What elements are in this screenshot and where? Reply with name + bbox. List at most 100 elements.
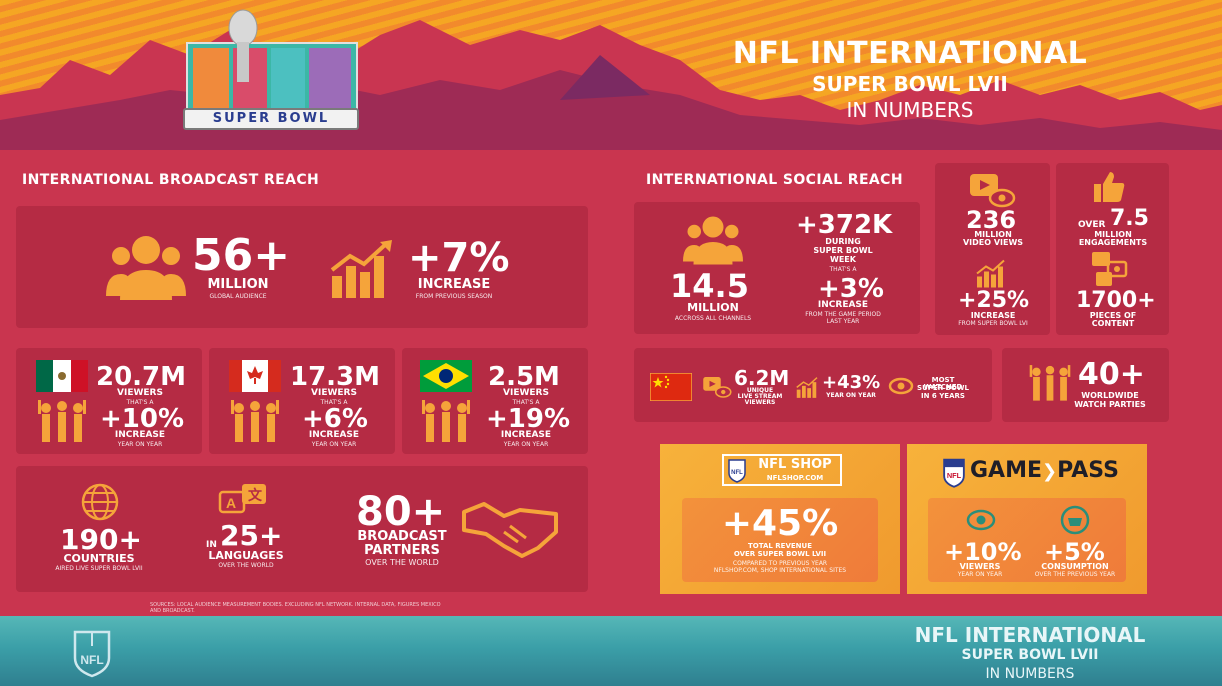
game-pass-viewers-sub: YEAR ON YEAR bbox=[957, 571, 1003, 578]
nfl-shop-brand: NFL SHOP bbox=[758, 457, 832, 472]
nfl-shop-stat-box bbox=[682, 498, 878, 582]
video-change-sub: FROM SUPER BOWL LVI bbox=[958, 320, 1028, 327]
game-pass-viewers-label: VIEWERS bbox=[959, 562, 1001, 571]
partners-label-2: PARTNERS bbox=[364, 543, 440, 558]
eye-icon bbox=[966, 509, 996, 531]
social-section-title: INTERNATIONAL SOCIAL REACH bbox=[646, 172, 903, 188]
nfl-logo-text: NFL bbox=[80, 653, 103, 667]
engagements-label-2: ENGAGEMENTS bbox=[1078, 238, 1148, 247]
nfl-shop-badge bbox=[722, 454, 842, 486]
languages-prefix: IN bbox=[206, 540, 217, 550]
broadcast-section-title: INTERNATIONAL BROADCAST REACH bbox=[22, 172, 320, 188]
logo-super-bowl-text: SUPER BOWL bbox=[183, 108, 359, 130]
canada-viewers-label: VIEWERS bbox=[311, 388, 357, 398]
broadcast-increase-label: INCREASE bbox=[417, 277, 491, 292]
canada-flag-icon bbox=[229, 360, 281, 392]
countries-label: COUNTRIES bbox=[63, 552, 135, 565]
footer-tagline: IN NUMBERS bbox=[985, 666, 1075, 682]
languages-sub: OVER THE WORLD bbox=[218, 562, 274, 569]
audience-icon bbox=[106, 236, 186, 300]
nfl-logo: NFL bbox=[73, 630, 111, 678]
countries-value: 190+ bbox=[60, 523, 142, 556]
header-tagline: IN NUMBERS bbox=[846, 98, 974, 122]
game-pass-brand: GAME❯PASS bbox=[970, 458, 1119, 483]
brazil-flag-icon bbox=[420, 360, 472, 392]
broadcast-reach-panel bbox=[16, 466, 588, 592]
brazil-viewers-label: VIEWERS bbox=[503, 388, 549, 398]
handshake-icon bbox=[462, 502, 558, 558]
nfl-shop-label-2: OVER SUPER BOWL LVII bbox=[733, 550, 827, 558]
game-pass-arrow: ❯ bbox=[1042, 461, 1058, 482]
social-accounts-sub: ACCROSS ALL CHANNELS bbox=[674, 315, 752, 322]
crowd-icon bbox=[1029, 365, 1071, 401]
social-week-change-sub-1: FROM THE GAME PERIOD bbox=[805, 311, 881, 318]
content-label-2: CONTENT bbox=[1091, 319, 1135, 328]
nfl-shop-url: NFLSHOP.COM bbox=[766, 474, 824, 482]
china-flag-icon bbox=[650, 373, 692, 401]
thumbs-up-icon bbox=[1094, 172, 1125, 202]
growth-chart-icon bbox=[330, 240, 392, 298]
partners-value: 80+ bbox=[356, 489, 446, 535]
game-pass-consumption-sub: OVER THE PREVIOUS YEAR bbox=[1034, 571, 1116, 578]
people-icon bbox=[683, 216, 743, 265]
video-play-icon bbox=[970, 174, 1016, 208]
crowd-icon bbox=[231, 400, 279, 442]
engagements-label-1: MILLION bbox=[1094, 230, 1132, 239]
canada-viewers: 17.3M bbox=[290, 362, 381, 392]
audience-value: 56+ bbox=[192, 230, 291, 281]
china-yoy-value: +43% bbox=[822, 372, 881, 393]
game-pass-consumption-value: +5% bbox=[1044, 538, 1105, 566]
nfl-shop-value: +45% bbox=[721, 503, 839, 544]
live-stream-icon bbox=[703, 377, 732, 398]
china-streams-label-3: VIEWERS bbox=[744, 399, 776, 406]
growth-chart-icon bbox=[796, 377, 818, 398]
china-streams-value: 6.2M bbox=[734, 366, 790, 390]
mexico-small: THAT'S A bbox=[126, 399, 154, 406]
mexico-viewers-label: VIEWERS bbox=[117, 388, 163, 398]
social-reach-panel bbox=[634, 202, 920, 334]
svg-text:NFL: NFL bbox=[947, 471, 962, 480]
video-views-label-1: MILLION bbox=[974, 230, 1012, 239]
mexico-change-label: INCREASE bbox=[114, 430, 166, 440]
social-week-value: +372K bbox=[796, 210, 893, 240]
growth-chart-icon bbox=[976, 259, 1005, 288]
footer-title: NFL INTERNATIONAL bbox=[914, 623, 1146, 647]
game-pass-brand-2: PASS bbox=[1057, 458, 1119, 483]
social-accounts-value: 14.5 bbox=[670, 267, 749, 305]
china-watched-3: IN 6 YEARS bbox=[921, 392, 965, 400]
mexico-change: +10% bbox=[100, 404, 185, 434]
nfl-shop-label-1: TOTAL REVENUE bbox=[748, 542, 812, 550]
translate-icon: A 文 bbox=[218, 484, 266, 514]
social-accounts-unit: MILLION bbox=[687, 301, 739, 314]
content-label-1: PIECES OF bbox=[1089, 311, 1137, 320]
audience-sub: GLOBAL AUDIENCE bbox=[209, 293, 267, 300]
eye-icon bbox=[888, 377, 914, 395]
footer-subtitle: SUPER BOWL LVII bbox=[961, 647, 1099, 663]
header-title: NFL INTERNATIONAL bbox=[732, 36, 1088, 71]
footer-banner bbox=[0, 616, 1222, 686]
social-week-change-label: INCREASE bbox=[817, 300, 869, 310]
game-pass-brand-1: GAME bbox=[970, 458, 1043, 483]
languages-value: 25+ bbox=[220, 519, 283, 552]
source-note: SOURCES: LOCAL AUDIENCE MEASUREMENT BODI… bbox=[150, 602, 441, 614]
china-watched-2: SUPER BOWL bbox=[917, 384, 969, 392]
engagements-value: 7.5 bbox=[1110, 206, 1149, 231]
partners-label-1: BROADCAST bbox=[357, 529, 447, 544]
social-week-label-1: DURING bbox=[825, 237, 861, 246]
svg-text:文: 文 bbox=[248, 487, 263, 503]
video-views-label-2: VIDEO VIEWS bbox=[962, 238, 1024, 247]
china-watched-1: MOST WATCHED bbox=[923, 376, 963, 392]
china-streams-label-2: LIVE STREAM bbox=[737, 393, 783, 400]
video-change-value: +25% bbox=[958, 288, 1030, 313]
crowd-icon bbox=[38, 400, 86, 442]
mexico-change-sub: YEAR ON YEAR bbox=[117, 441, 163, 448]
basket-refresh-icon bbox=[1060, 505, 1090, 535]
brazil-viewers: 2.5M bbox=[488, 362, 560, 392]
game-pass-stat-box bbox=[928, 498, 1126, 582]
china-streams-label-1: UNIQUE bbox=[746, 387, 774, 394]
social-week-label-3: WEEK bbox=[830, 255, 856, 264]
brazil-change-label: INCREASE bbox=[500, 430, 552, 440]
globe-icon bbox=[81, 483, 119, 521]
broadcast-increase-value: +7% bbox=[408, 235, 510, 281]
broadcast-increase-sub: FROM PREVIOUS SEASON bbox=[415, 293, 493, 300]
